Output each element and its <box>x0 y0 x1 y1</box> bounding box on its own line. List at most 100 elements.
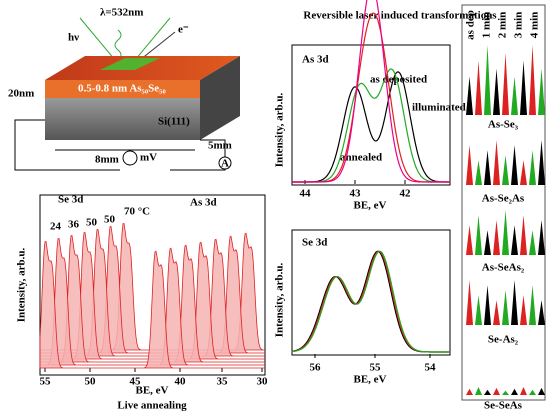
time-label: 3 min <box>513 12 525 39</box>
peak <box>529 150 536 185</box>
peak <box>520 160 527 185</box>
panel-label: As 3d <box>302 54 329 66</box>
legend-entry: illuminated <box>412 102 466 114</box>
y-label: Intensity, arb.u. <box>16 247 28 322</box>
peak <box>484 390 491 395</box>
peak <box>511 77 518 116</box>
peak <box>484 285 491 325</box>
x-tick-label: 35 <box>217 376 229 388</box>
peak <box>466 389 473 395</box>
time-label: 2 min <box>497 12 509 39</box>
x-tick-label: 45 <box>130 376 142 388</box>
x-tick-label: 40 <box>175 376 187 388</box>
peak <box>466 145 473 185</box>
peak <box>502 391 509 395</box>
x-tick-label: 44 <box>300 188 312 200</box>
x-tick-label: 56 <box>310 362 322 374</box>
electron: e⁻ <box>178 24 189 36</box>
peak <box>538 300 545 325</box>
peak <box>484 150 491 185</box>
y-label: Intensity, arb.u. <box>274 262 286 337</box>
peak <box>502 210 509 255</box>
x-tick-label: 30 <box>257 376 269 388</box>
peak <box>475 387 482 395</box>
width: 8mm <box>95 154 119 166</box>
peak <box>493 69 500 115</box>
time-label: 4 min <box>529 12 541 39</box>
peak <box>484 45 491 115</box>
peak <box>493 140 500 185</box>
bond-label: As-SeAs₂ <box>482 262 525 274</box>
depth: 5mm <box>208 140 232 152</box>
caption: Live annealing <box>117 400 187 412</box>
se-label: Se 3d <box>58 194 83 206</box>
peak <box>475 215 482 255</box>
peak <box>475 295 482 325</box>
wave <box>115 30 121 60</box>
as-label: As 3d <box>190 197 217 209</box>
spectrum <box>292 72 450 182</box>
peak <box>466 225 473 255</box>
peak <box>493 220 500 255</box>
thickness: 20nm <box>8 88 34 100</box>
peak <box>529 230 536 255</box>
peak <box>520 61 527 115</box>
peak <box>511 145 518 185</box>
peak <box>502 53 509 115</box>
peak <box>529 285 536 325</box>
peak <box>484 230 491 255</box>
temperature: 36 <box>68 219 80 231</box>
x-label: BE, eV <box>354 200 387 212</box>
time-label: as dep <box>465 10 477 40</box>
peak <box>520 295 527 325</box>
x-tick-label: 55 <box>40 376 52 388</box>
bond-label: Se-As₂ <box>488 334 519 346</box>
photon: hν <box>68 32 79 44</box>
frame <box>292 230 450 355</box>
spectrum <box>292 251 450 352</box>
peak <box>502 290 509 325</box>
bond-label: As-Se₂As <box>482 193 525 205</box>
spectrum <box>292 69 450 182</box>
peak <box>493 388 500 395</box>
peak <box>520 387 527 395</box>
peak <box>511 280 518 325</box>
x-tick-label: 50 <box>85 376 97 388</box>
peak <box>475 160 482 185</box>
schematic: λ=532nm hν e⁻ 0.5-0.8 nm As₅₀Se₅₀ 20nm S… <box>8 7 240 170</box>
peak <box>520 215 527 255</box>
x-tick-label: 43 <box>350 188 362 200</box>
legend-entry: as deposited <box>370 74 427 86</box>
y-label: Intensity, arb.u. <box>274 92 286 167</box>
layer-label: 0.5-0.8 nm As₅₀Se₅₀ <box>78 83 166 95</box>
ammeter-label: A <box>221 158 229 170</box>
frame <box>292 45 450 185</box>
peak <box>529 390 536 395</box>
time-label: 1 min <box>481 12 493 39</box>
peak <box>538 140 545 185</box>
x-tick-label: 55 <box>370 362 382 374</box>
temperature: 50 <box>104 214 116 226</box>
peak <box>466 280 473 325</box>
x-tick-label: 42 <box>400 188 412 200</box>
x-tick-label: 54 <box>425 362 437 374</box>
peak <box>466 77 473 116</box>
peak <box>529 45 536 115</box>
temperature: 50 <box>86 217 98 229</box>
peak <box>475 61 482 115</box>
substrate-label: Si(111) <box>158 116 190 128</box>
peak <box>538 69 545 115</box>
peak <box>493 300 500 325</box>
panel-label: Se 3d <box>302 237 327 249</box>
peak <box>538 388 545 395</box>
temperature: 24 <box>50 221 62 233</box>
peak <box>511 389 518 395</box>
figure: Reversible laser induced transformations… <box>0 0 549 414</box>
bond-label: As-Se₃ <box>488 119 519 131</box>
bond-label: Se-SeAs <box>484 400 523 412</box>
temperature: 70 °C <box>124 206 150 218</box>
peak <box>511 225 518 255</box>
peak <box>538 220 545 255</box>
meter-label: mV <box>140 152 157 164</box>
meter <box>123 151 137 165</box>
